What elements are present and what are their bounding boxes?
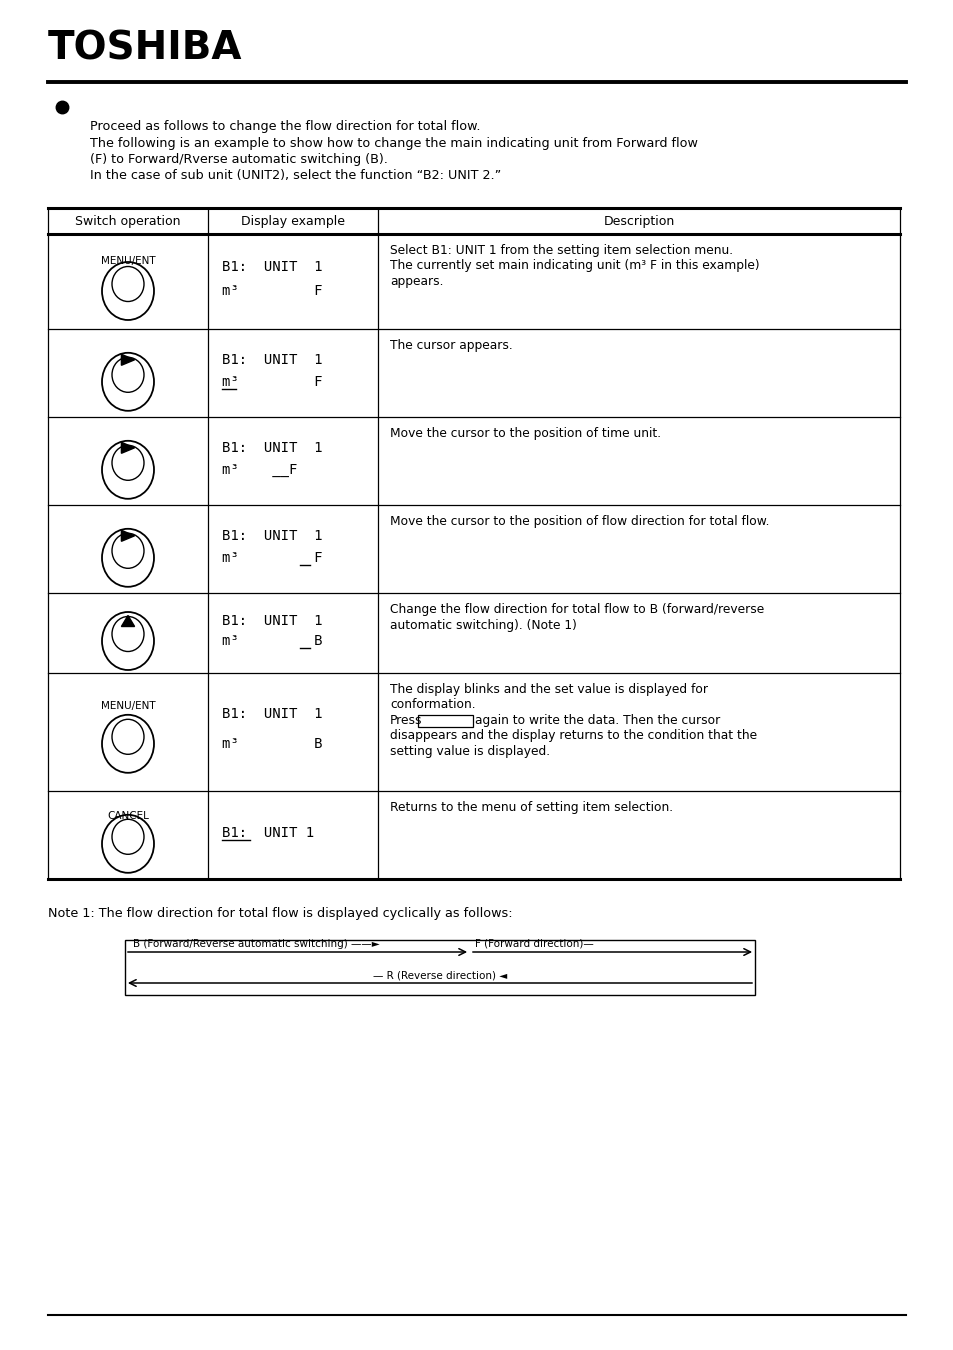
Text: B1:  UNIT  1: B1: UNIT 1 bbox=[222, 261, 322, 274]
Text: Switch operation: Switch operation bbox=[75, 215, 180, 228]
Text: B1:  UNIT  1: B1: UNIT 1 bbox=[222, 352, 322, 367]
Bar bbox=[125, 940, 754, 995]
Text: MENU/ENT: MENU/ENT bbox=[101, 701, 155, 711]
Text: Move the cursor to the position of time unit.: Move the cursor to the position of time … bbox=[390, 427, 660, 440]
Text: MENU/ENT: MENU/ENT bbox=[101, 255, 155, 266]
Text: F (Forward direction)—: F (Forward direction)— bbox=[475, 940, 593, 949]
Text: Note 1: The flow direction for total flow is displayed cyclically as follows:: Note 1: The flow direction for total flo… bbox=[48, 907, 512, 919]
Text: B1:  UNIT 1: B1: UNIT 1 bbox=[222, 826, 314, 840]
Text: B1:  UNIT  1: B1: UNIT 1 bbox=[222, 707, 322, 721]
Text: Returns to the menu of setting item selection.: Returns to the menu of setting item sele… bbox=[390, 801, 673, 814]
Text: (F) to Forward/Rverse automatic switching (B).: (F) to Forward/Rverse automatic switchin… bbox=[90, 153, 388, 166]
Text: Move the cursor to the position of flow direction for total flow.: Move the cursor to the position of flow … bbox=[390, 514, 769, 528]
Text: The display blinks and the set value is displayed for: The display blinks and the set value is … bbox=[390, 683, 707, 697]
Text: CANCEL: CANCEL bbox=[107, 810, 149, 821]
Polygon shape bbox=[121, 443, 134, 454]
Text: The currently set main indicating unit (m³ F in this example): The currently set main indicating unit (… bbox=[390, 259, 759, 273]
Text: conformation.: conformation. bbox=[390, 698, 476, 711]
Text: In the case of sub unit (UNIT2), select the function “B2: UNIT 2.”: In the case of sub unit (UNIT2), select … bbox=[90, 170, 500, 182]
Text: TOSHIBA: TOSHIBA bbox=[48, 30, 242, 68]
Text: Change the flow direction for total flow to B (forward/reverse: Change the flow direction for total flow… bbox=[390, 603, 763, 616]
Text: Select B1: UNIT 1 from the setting item selection menu.: Select B1: UNIT 1 from the setting item … bbox=[390, 244, 732, 256]
Text: B1:  UNIT  1: B1: UNIT 1 bbox=[222, 441, 322, 455]
Bar bbox=[417, 716, 473, 728]
Text: m³         B: m³ B bbox=[222, 634, 322, 648]
Text: The cursor appears.: The cursor appears. bbox=[390, 339, 512, 352]
Text: m³         F: m³ F bbox=[222, 375, 322, 389]
Text: Proceed as follows to change the flow direction for total flow.: Proceed as follows to change the flow di… bbox=[90, 120, 480, 134]
Text: B1:  UNIT  1: B1: UNIT 1 bbox=[222, 529, 322, 543]
Polygon shape bbox=[121, 616, 134, 626]
Text: B (Forward/Reverse automatic switching) ——►: B (Forward/Reverse automatic switching) … bbox=[132, 940, 382, 949]
Polygon shape bbox=[121, 354, 134, 366]
Text: automatic switching). (Note 1): automatic switching). (Note 1) bbox=[390, 618, 577, 632]
Text: B1:  UNIT  1: B1: UNIT 1 bbox=[222, 614, 322, 628]
Text: The following is an example to show how to change the main indicating unit from : The following is an example to show how … bbox=[90, 136, 698, 150]
Text: Display example: Display example bbox=[241, 215, 345, 228]
Text: m³         B: m³ B bbox=[222, 737, 322, 751]
Text: m³         F: m³ F bbox=[222, 284, 322, 298]
Text: setting value is displayed.: setting value is displayed. bbox=[390, 745, 550, 757]
Text: Description: Description bbox=[602, 215, 674, 228]
Text: again to write the data. Then the cursor: again to write the data. Then the cursor bbox=[475, 714, 720, 728]
Text: — R (Reverse direction) ◄: — R (Reverse direction) ◄ bbox=[373, 971, 507, 980]
Text: disappears and the display returns to the condition that the: disappears and the display returns to th… bbox=[390, 729, 757, 742]
Text: Press: Press bbox=[390, 714, 422, 728]
Text: m³    __F: m³ __F bbox=[222, 463, 297, 477]
Polygon shape bbox=[121, 531, 134, 541]
Text: appears.: appears. bbox=[390, 275, 443, 288]
Text: m³         F: m³ F bbox=[222, 551, 322, 564]
